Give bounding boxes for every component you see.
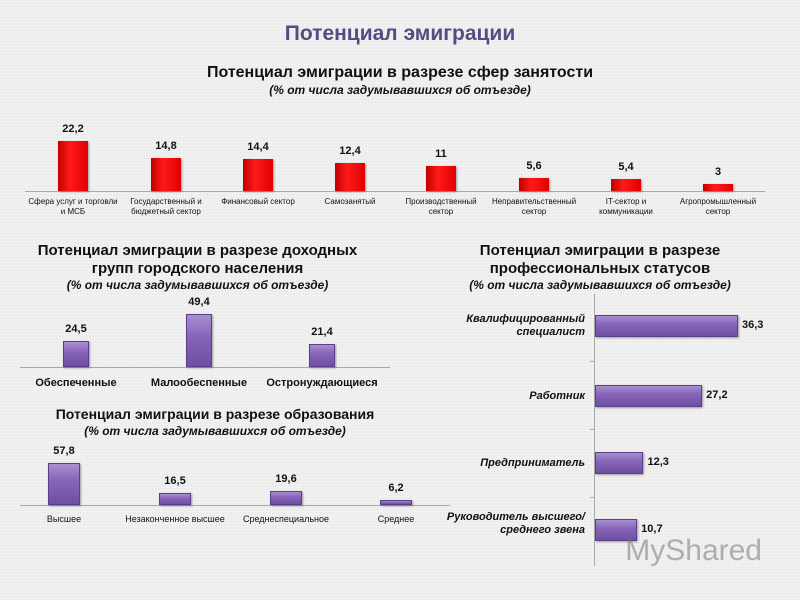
education-chart-subtitle-text: (% от числа задумывавшихся об отъезде) [84, 424, 346, 438]
category-label: Высшее [46, 514, 82, 524]
watermark-logo: MyShared [625, 534, 762, 567]
bar [309, 344, 335, 367]
axis-tick [590, 361, 595, 362]
slide-title: Потенциал эмиграции [284, 22, 516, 45]
data-label: 14,8 [155, 139, 177, 152]
data-label: 19,6 [275, 472, 297, 485]
category-label: Квалифицированный специалист [466, 313, 585, 338]
status-chart-axis [594, 294, 595, 566]
income-chart-subtitle: (% от числа задумывавшихся об отъезде) [20, 278, 375, 292]
bar [270, 490, 302, 505]
data-label: 16,5 [164, 474, 186, 487]
data-label: 5,6 [526, 160, 542, 173]
category-label: Государственный и бюджетный сектор [130, 197, 202, 216]
bar [703, 184, 733, 191]
bar [186, 314, 212, 367]
bar [243, 158, 273, 191]
category-label: Сфера услуг и торговли и МСБ [28, 197, 118, 216]
income-chart-subtitle-text: (% от числа задумывавшихся об отъезде) [66, 278, 329, 292]
category-label: Производственный сектор [405, 197, 477, 216]
category-label: Неправительственный сектор [491, 197, 577, 216]
bar [611, 178, 641, 191]
sector-chart-subtitle: (% от числа задумывавшихся об отъезде) [0, 83, 800, 97]
education-chart-subtitle: (% от числа задумывавшихся об отъезде) [20, 424, 410, 438]
category-label: Остронуждающиеся [266, 377, 378, 389]
category-label: Работник [529, 389, 585, 402]
category-label: IT-сектор и коммуникации [599, 197, 653, 216]
bar [519, 178, 549, 191]
data-label: 14,4 [247, 140, 269, 153]
bar [58, 141, 88, 191]
data-label: 10,7 [641, 523, 663, 535]
data-label: 57,8 [53, 444, 75, 457]
data-label: 6,2 [388, 482, 404, 495]
bar [48, 462, 80, 505]
bar [151, 157, 181, 191]
bar [159, 492, 191, 505]
data-label: 5,4 [618, 160, 634, 173]
education-chart-axis [20, 505, 450, 506]
category-label: Предприниматель [480, 456, 585, 469]
category-label: Самозанятый [324, 197, 376, 206]
sector-chart-title: Потенциал эмиграции в разрезе сфер занят… [206, 64, 594, 81]
category-label: Среднее [377, 514, 415, 524]
bar [380, 500, 412, 505]
data-label: 3 [714, 166, 722, 179]
data-label: 21,4 [311, 326, 333, 339]
status-chart-subtitle-text: (% от числа задумывавшихся об отъезде) [469, 278, 731, 292]
income-chart-axis [20, 367, 390, 368]
data-label: 11 [435, 148, 447, 161]
data-label: 12,3 [647, 456, 669, 468]
category-label: Обеспеченные [35, 377, 117, 389]
bar [335, 163, 365, 191]
category-label: Среднеспециальное [242, 514, 330, 524]
bar [595, 385, 703, 407]
bar [595, 519, 638, 541]
status-chart-title: Потенциал эмиграции в разрезе профессион… [479, 242, 721, 277]
bar [63, 340, 89, 367]
category-label: Руководитель высшего/среднего звена [446, 510, 585, 536]
income-chart-title: Потенциал эмиграции в разрезе доходных г… [37, 242, 358, 277]
sector-chart-subtitle-text: (% от числа задумывавшихся об отъезде) [269, 83, 531, 97]
status-chart-subtitle: (% от числа задумывавшихся об отъезде) [410, 278, 790, 292]
bar [426, 166, 456, 191]
category-label: Малообеспенные [150, 377, 248, 389]
data-label: 36,3 [742, 319, 764, 331]
education-chart-title: Потенциал эмиграции в разрезе образовани… [55, 406, 375, 422]
data-label: 27,2 [706, 389, 728, 401]
data-label: 22,2 [62, 123, 84, 136]
category-label: Агропромышленный сектор [679, 197, 757, 216]
bar [595, 452, 644, 474]
data-label: 24,5 [65, 322, 87, 335]
category-label: Незаконченное высшее [125, 514, 225, 524]
axis-tick [590, 429, 595, 430]
category-label: Финансовый сектор [221, 197, 295, 206]
axis-tick [590, 497, 595, 498]
sector-chart-axis [25, 191, 765, 192]
data-label: 12,4 [339, 145, 361, 158]
bar [595, 315, 739, 337]
data-label: 49,4 [188, 296, 210, 309]
